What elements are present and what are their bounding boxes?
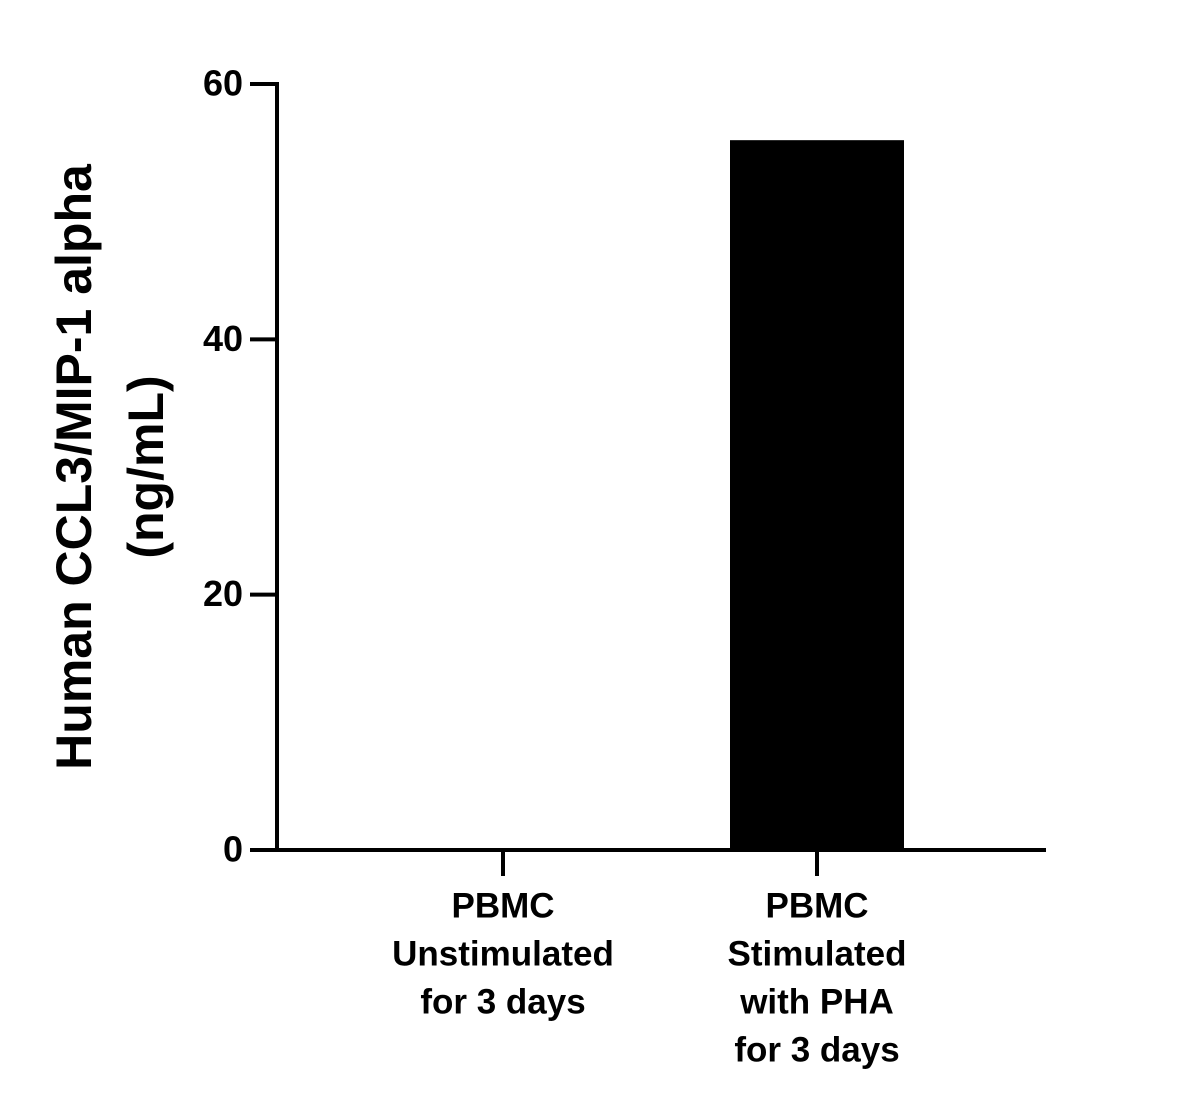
- x-tick-label: Stimulated: [728, 934, 907, 973]
- y-tick-label: 40: [203, 318, 243, 359]
- y-axis-label: Human CCL3/MIP-1 alpha: [46, 163, 102, 770]
- y-tick-label: 20: [203, 573, 243, 614]
- x-tick-label: Unstimulated: [392, 934, 614, 973]
- x-tick-label: for 3 days: [734, 1030, 899, 1069]
- y-tick-label: 60: [203, 63, 243, 104]
- x-tick-label: PBMC: [451, 886, 554, 925]
- x-tick-label: for 3 days: [420, 982, 585, 1021]
- bar: [730, 140, 904, 850]
- y-tick-label: 0: [223, 829, 243, 870]
- x-tick-label: PBMC: [765, 886, 868, 925]
- x-tick-label: with PHA: [739, 982, 894, 1021]
- y-axis-label: (ng/mL): [118, 375, 174, 558]
